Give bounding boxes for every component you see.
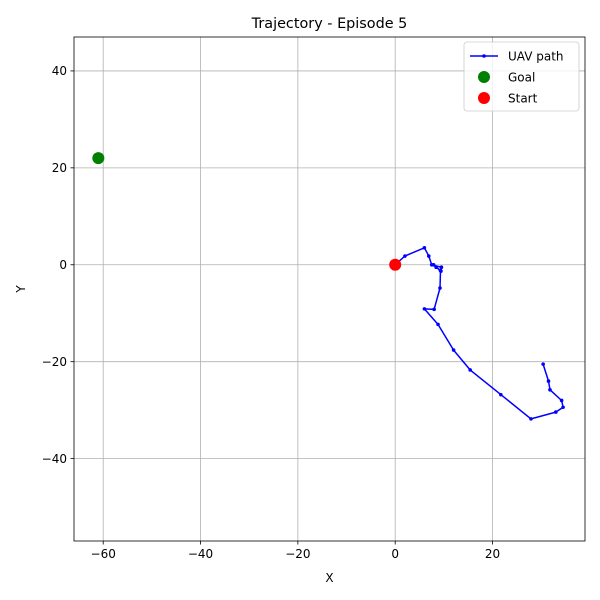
x-tick-label: −60 (91, 547, 116, 561)
y-tick-label: 40 (52, 64, 67, 78)
chart-title: Trajectory - Episode 5 (251, 16, 408, 32)
uav-path-point (431, 262, 436, 267)
uav-path-point (554, 410, 558, 414)
uav-path-point (422, 307, 427, 311)
y-tick-label: −20 (42, 355, 67, 369)
legend: UAV path Goal Start (463, 41, 580, 112)
uav-path-point (432, 307, 436, 312)
legend-goal-marker (478, 71, 490, 83)
uav-path-point (468, 368, 472, 372)
x-tick-label: 20 (485, 547, 500, 561)
uav-path-point (426, 254, 431, 258)
uav-path-point (436, 322, 440, 327)
legend-start-label: Start (508, 92, 538, 106)
x-axis-label: X (325, 571, 333, 585)
uav-path-point (561, 405, 565, 410)
goal-marker (92, 152, 105, 165)
grid-lines (74, 37, 585, 541)
uav-path-point (403, 254, 407, 258)
uav-path-point (434, 265, 438, 269)
uav-path-point (529, 417, 533, 421)
x-tick-label: −40 (188, 547, 213, 561)
y-tick-label: −40 (42, 452, 67, 466)
x-tick-label: −20 (285, 547, 310, 561)
uav-path-point (438, 268, 443, 273)
legend-goal-label: Goal (508, 71, 535, 85)
legend-start-marker (478, 92, 490, 104)
axis-ticks: −60 −40 −20 0 20 40 20 0 −20 −40 (42, 64, 501, 561)
uav-path-point (451, 348, 456, 352)
y-axis-label: Y (14, 285, 28, 294)
uav-path-point (422, 246, 427, 250)
uav-path-point (548, 388, 552, 392)
series-layer (92, 152, 565, 421)
uav-path-point (439, 265, 444, 269)
plot-frame (73, 36, 586, 542)
uav-path-point (546, 379, 551, 383)
uav-path-point (499, 392, 503, 397)
y-tick-label: 20 (52, 161, 67, 175)
legend-frame (463, 41, 580, 112)
legend-path-label: UAV path (508, 50, 564, 64)
start-marker (389, 258, 402, 271)
uav-path-point (559, 398, 564, 403)
uav-path-point (541, 362, 545, 366)
uav-path-point (438, 286, 442, 290)
legend-path-marker (482, 54, 486, 58)
y-tick-label: 0 (59, 258, 67, 272)
x-tick-label: 0 (391, 547, 399, 561)
